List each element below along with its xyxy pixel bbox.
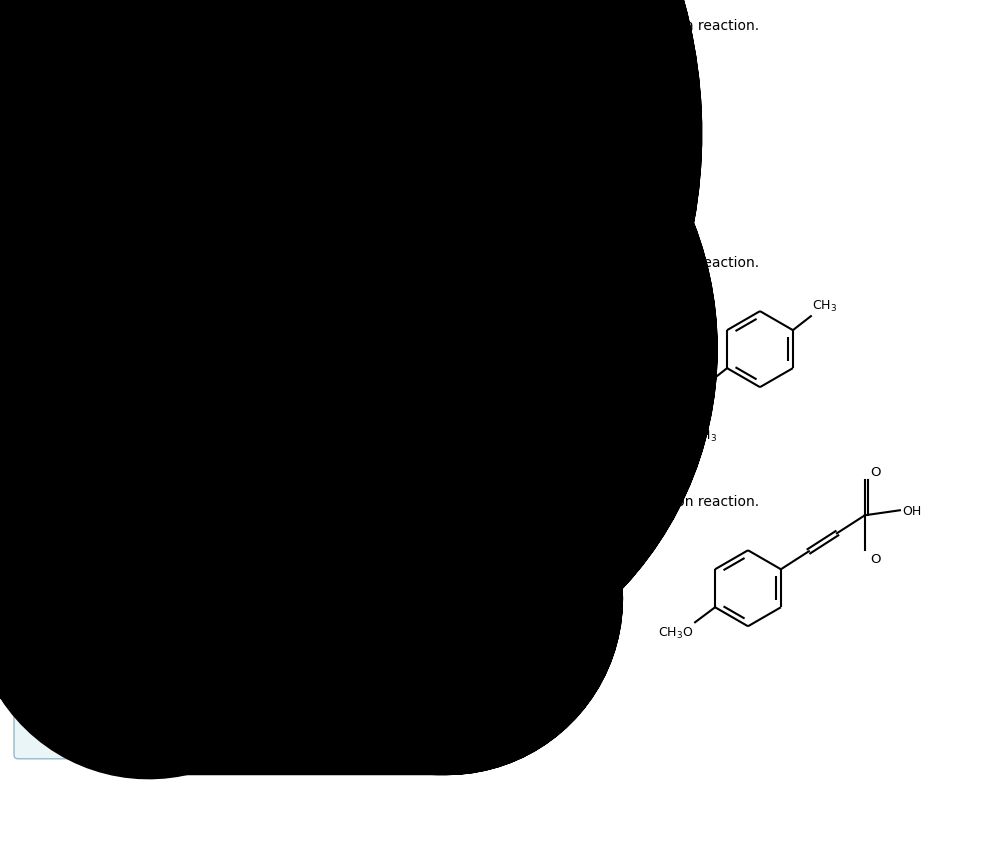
FancyBboxPatch shape bbox=[14, 386, 477, 486]
Text: Draw the: Draw the bbox=[8, 495, 76, 508]
Text: O: O bbox=[403, 555, 412, 568]
Text: Draw the: Draw the bbox=[8, 256, 76, 270]
Text: CH$_3$: CH$_3$ bbox=[302, 328, 327, 342]
Text: •  Include all valence lone pairs in your answer.: • Include all valence lone pairs in your… bbox=[36, 696, 354, 709]
Text: CH$_3$: CH$_3$ bbox=[812, 299, 837, 314]
Text: •  Include all valence lone pairs in your answer.: • Include all valence lone pairs in your… bbox=[36, 423, 354, 436]
Text: CH$_3$: CH$_3$ bbox=[691, 429, 717, 444]
Text: H$_3$PO$_4$: H$_3$PO$_4$ bbox=[475, 574, 515, 589]
Text: •  In cases where there is more than one answer, just draw one.: • In cases where there is more than one … bbox=[36, 715, 465, 728]
Text: H$_2$C: H$_2$C bbox=[203, 347, 228, 363]
FancyBboxPatch shape bbox=[14, 148, 477, 247]
Text: •  In cases where there is more than one answer, just draw one.: • In cases where there is more than one … bbox=[36, 442, 465, 455]
Text: OCH$_3$: OCH$_3$ bbox=[504, 81, 540, 96]
Text: HNO$_3$ / CH$_3$CO$_2$H: HNO$_3$ / CH$_3$CO$_2$H bbox=[217, 109, 323, 125]
Text: most: most bbox=[70, 19, 109, 32]
Text: CH$_3$O: CH$_3$O bbox=[657, 625, 693, 641]
Text: H$_3$C: H$_3$C bbox=[670, 383, 696, 398]
Text: •  You do not have to consider stereochemistry.: • You do not have to consider stereochem… bbox=[36, 677, 353, 690]
Text: •  In cases where there is more than one answer, just draw one.: • In cases where there is more than one … bbox=[36, 203, 465, 216]
Text: H$_3$PO$_4$: H$_3$PO$_4$ bbox=[405, 325, 445, 339]
Text: CH$_3$: CH$_3$ bbox=[162, 299, 187, 314]
Text: •  You do not have to consider stereochemistry.: • You do not have to consider stereochem… bbox=[36, 404, 353, 417]
Text: OCH$_3$: OCH$_3$ bbox=[165, 81, 200, 96]
FancyBboxPatch shape bbox=[14, 659, 477, 759]
Text: •  You do not have to consider stereochemistry.: • You do not have to consider stereochem… bbox=[36, 165, 353, 178]
Text: stable resonance form for the intermediate in the following electrophilic substi: stable resonance form for the intermedia… bbox=[102, 495, 759, 508]
Text: O: O bbox=[870, 553, 881, 566]
Text: stable resonance form for the intermediate in the following electrophilic substi: stable resonance form for the intermedia… bbox=[102, 256, 759, 270]
Text: most: most bbox=[70, 256, 109, 270]
Text: +: + bbox=[230, 589, 245, 608]
Text: OH: OH bbox=[902, 504, 922, 517]
Text: most: most bbox=[70, 495, 109, 508]
Text: +: + bbox=[191, 340, 206, 359]
Text: O: O bbox=[870, 466, 881, 479]
Text: Draw the: Draw the bbox=[8, 19, 76, 32]
Text: O: O bbox=[314, 555, 324, 568]
Text: CH$_3$O: CH$_3$O bbox=[74, 636, 110, 652]
Text: stable resonance form for the intermediate in the following electrophilic substi: stable resonance form for the intermedia… bbox=[102, 19, 759, 32]
Text: O: O bbox=[358, 553, 368, 566]
Text: •  Include all valence lone pairs in your answer.: • Include all valence lone pairs in your… bbox=[36, 184, 354, 197]
Text: O$_2$N: O$_2$N bbox=[374, 168, 400, 183]
